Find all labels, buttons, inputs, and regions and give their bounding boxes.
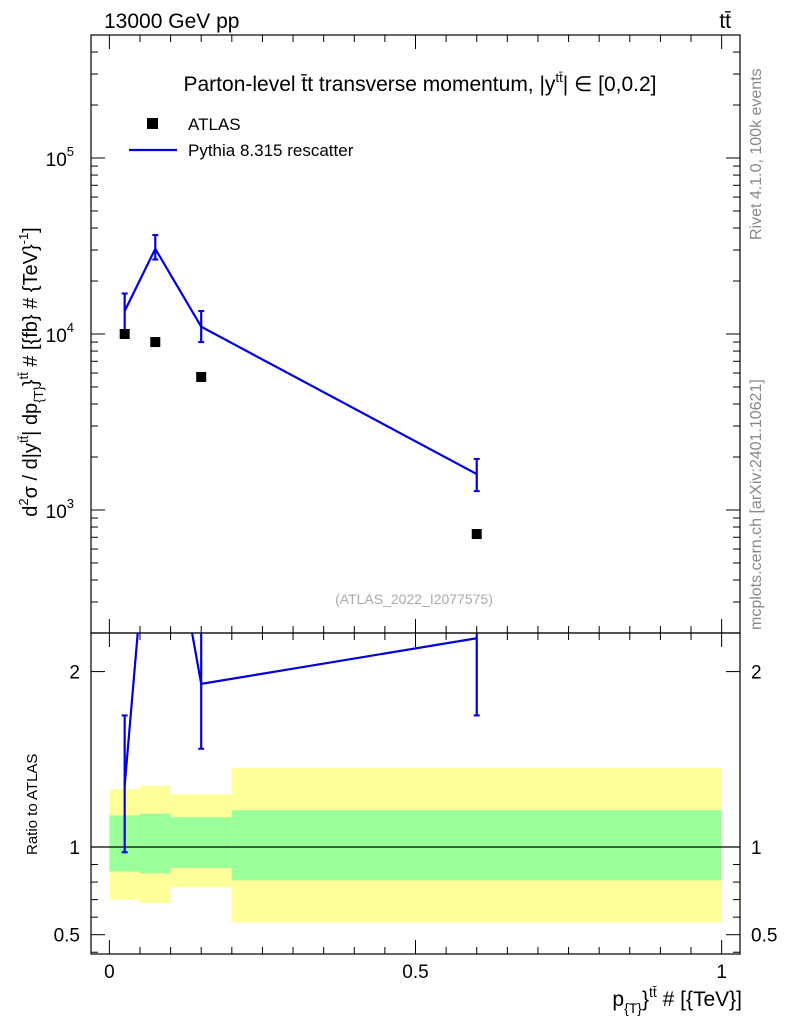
x-label-segment: p — [612, 988, 624, 1011]
chart-title: Parton-level t̄t transverse momentum, |y… — [184, 70, 657, 96]
energy-label: 13000 GeV pp — [104, 10, 239, 33]
y-label-segment: ] — [20, 227, 42, 233]
process-label: tt̄ — [719, 10, 731, 33]
ratio-band-inner — [139, 813, 171, 874]
atlas-data-point — [119, 329, 130, 339]
y-label-segment: 2 — [16, 498, 31, 505]
y-tick-exponent: 4 — [67, 320, 74, 335]
legend-atlas-label: ATLAS — [188, 115, 241, 134]
y-tick-base: 10 — [46, 502, 67, 523]
ratio-tick-label-left: 0.5 — [54, 926, 80, 947]
y-label-segment: d — [20, 506, 42, 517]
ratio-tick-label-left: 1 — [69, 838, 80, 859]
y-label-segment: {T} — [31, 386, 46, 403]
x-tick-label: 0 — [104, 962, 115, 983]
ratio-tick-label-right: 1 — [751, 838, 762, 859]
y-tick-label: 104 — [46, 320, 74, 347]
atlas-series-main — [119, 329, 482, 540]
ratio-clipped-group — [121, 633, 480, 854]
mcplots-label: mcplots.cern.ch [arXiv:2401.10621] — [748, 379, 765, 630]
x-label-segment: tt̄ — [649, 984, 657, 1000]
title-segment: | ∈ [0,0.2] — [563, 73, 657, 96]
title-superscript: tt̄ — [555, 70, 563, 85]
y-label-segment: -1 — [16, 233, 31, 245]
y-label-segment: } — [20, 379, 42, 386]
x-axis-label: p{T}}tt̄ # [{TeV}] — [612, 984, 742, 1016]
y-label-segment: | dp — [20, 403, 42, 436]
analysis-id-label: (ATLAS_2022_I2077575) — [335, 591, 493, 607]
y-tick-label: 105 — [46, 144, 74, 171]
mc-ratio-line — [123, 633, 477, 786]
mc-line — [123, 246, 478, 476]
x-label-segment: # [{TeV}] — [657, 988, 742, 1011]
y-label-segment: tt̄ — [16, 435, 31, 443]
x-label-segment: } — [642, 988, 649, 1011]
y-label-segment: # [{fb} # {TeV} — [20, 244, 42, 372]
ratio-tick-label-right: 0.5 — [751, 926, 777, 947]
y-label-segment: tt̄ — [16, 372, 31, 380]
legend-mc-label: Pythia 8.315 rescatter — [188, 141, 354, 160]
y-tick-base: 10 — [46, 150, 67, 171]
atlas-data-point — [196, 371, 207, 382]
ratio-tick-label-right: 2 — [751, 663, 762, 684]
legend-atlas-marker — [147, 118, 158, 129]
y-axis-label: d2σ / d|ytt̄| dp{T}}tt̄ # [{fb} # {TeV}-… — [16, 227, 46, 517]
ratio-uncertainty-bands — [109, 768, 722, 923]
y-tick-exponent: 5 — [67, 144, 74, 159]
atlas-data-point — [471, 529, 482, 540]
ratio-band-inner — [170, 817, 232, 869]
y-tick-label: 103 — [46, 496, 74, 523]
x-tick-label: 1 — [716, 962, 727, 983]
legend: ATLAS Pythia 8.315 rescatter — [129, 115, 354, 160]
ratio-band-inner — [231, 810, 722, 881]
y-tick-base: 10 — [46, 326, 67, 347]
mc-series-main — [121, 234, 480, 493]
y-tick-exponent: 3 — [67, 496, 74, 511]
x-label-segment: {T} — [624, 1000, 642, 1016]
title-segment: t transverse momentum, |y — [307, 73, 556, 96]
x-tick-label: 0.5 — [402, 962, 428, 983]
ratio-tick-label-left: 2 — [69, 663, 80, 684]
rivet-version-label: Rivet 4.1.0, 100k events — [748, 68, 765, 240]
y-label-segment: σ / d|y — [20, 443, 42, 498]
title-segment: Parton-level t — [184, 73, 308, 96]
ratio-y-axis-label: Ratio to ATLAS — [24, 754, 41, 855]
mc-series-ratio — [121, 633, 480, 854]
atlas-data-point — [150, 337, 161, 348]
